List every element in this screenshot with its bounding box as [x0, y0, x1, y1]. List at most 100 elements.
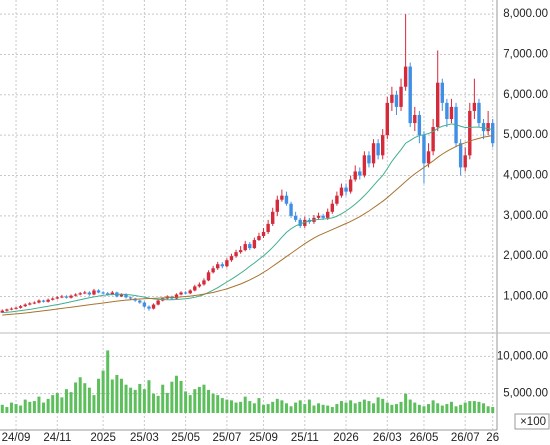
- volume-bar: [5, 407, 9, 413]
- candle-body: [174, 294, 179, 299]
- volume-bar: [42, 402, 46, 413]
- candle-body: [417, 114, 422, 136]
- volume-bar: [491, 407, 495, 413]
- volume-bar: [372, 403, 376, 413]
- volume-bar: [280, 400, 284, 413]
- volume-bar: [353, 403, 357, 413]
- x-tick-label: 25/09: [249, 432, 278, 444]
- candle-body: [289, 203, 293, 216]
- volume-bar: [225, 399, 229, 413]
- candle-body: [183, 292, 188, 294]
- candle-body: [64, 296, 69, 298]
- candle-body: [436, 82, 440, 128]
- candle-body: [275, 199, 279, 212]
- volume-bar: [472, 401, 476, 413]
- candle-body: [110, 292, 114, 295]
- volume-tick-label: 5,000.00: [503, 388, 548, 400]
- candle-body: [124, 294, 128, 298]
- volume-bar: [101, 370, 105, 413]
- volume-bar: [106, 350, 110, 413]
- candle-body: [101, 292, 105, 294]
- volume-bar: [349, 400, 353, 413]
- candle-body: [376, 143, 380, 156]
- volume-bar: [275, 398, 279, 413]
- volume-bar: [69, 392, 73, 413]
- volume-bar: [312, 405, 316, 413]
- volume-bar: [234, 402, 238, 413]
- volume-bar: [454, 406, 458, 413]
- volume-bar: [463, 402, 467, 413]
- y-tick-label: 7,000.00: [503, 48, 548, 60]
- candle-body: [257, 236, 261, 241]
- candle-body: [468, 110, 472, 156]
- volume-bar: [197, 386, 201, 413]
- candle-body: [303, 219, 307, 226]
- candle-body: [266, 223, 270, 232]
- candle-body: [234, 252, 238, 257]
- candle-body: [60, 296, 64, 298]
- candle-body: [390, 94, 394, 103]
- volume-bar: [147, 380, 151, 413]
- volume-bar: [266, 404, 270, 413]
- moving-average-line: [2, 123, 493, 314]
- candle-body: [344, 187, 348, 192]
- volume-bar: [243, 396, 247, 413]
- volume-bar: [188, 395, 192, 413]
- candle-body: [440, 82, 444, 103]
- volume-bar: [427, 404, 431, 413]
- volume-bar: [413, 402, 417, 413]
- volume-bar: [51, 395, 55, 413]
- volume-bar: [46, 398, 50, 413]
- volume-bar: [37, 396, 41, 413]
- y-tick-label: 5,000.00: [503, 129, 548, 141]
- candle-body: [486, 123, 490, 132]
- volume-bar: [119, 378, 123, 413]
- volume-bar: [298, 400, 302, 413]
- volume-bar: [216, 395, 220, 413]
- volume-bar: [335, 404, 339, 413]
- volume-bar: [404, 393, 408, 413]
- candle-body: [298, 219, 302, 226]
- candle-body: [481, 123, 486, 132]
- candle-body: [96, 290, 101, 293]
- candle-body: [41, 300, 46, 302]
- candle-body: [211, 268, 215, 273]
- volume-bar: [19, 405, 23, 413]
- volume-bar: [440, 405, 444, 413]
- y-tick-label: 4,000.00: [503, 170, 548, 182]
- candle-body: [445, 102, 449, 120]
- volume-bar: [486, 406, 490, 413]
- volume-bar: [124, 384, 128, 413]
- volume-bar: [193, 389, 197, 413]
- volume-bar: [468, 401, 472, 413]
- candle-body: [119, 294, 124, 297]
- x-tick-label: 2025: [90, 432, 116, 444]
- volume-bar: [142, 389, 146, 413]
- volume-bar: [367, 401, 371, 413]
- volume-bar: [477, 401, 481, 413]
- candle-body: [32, 302, 37, 304]
- volume-bar: [60, 397, 64, 413]
- volume-bar: [97, 378, 101, 413]
- volume-bar: [83, 383, 87, 413]
- candle-body: [284, 195, 289, 204]
- volume-bar: [362, 399, 366, 413]
- candle-body: [248, 244, 252, 249]
- volume-bar: [179, 380, 183, 413]
- x-tick-label: 25/05: [171, 432, 200, 444]
- volume-bar: [344, 402, 348, 413]
- x-tick-label: 25/11: [291, 432, 319, 444]
- candle-body: [0, 310, 4, 313]
- candle-body: [477, 102, 481, 124]
- volume-bar: [303, 404, 307, 413]
- candle-body: [23, 304, 27, 307]
- volume-bar: [248, 401, 252, 413]
- candle-body: [271, 211, 275, 224]
- candle-body: [156, 300, 160, 305]
- volume-bar: [78, 377, 82, 413]
- volume-bar: [220, 398, 224, 413]
- candle-body: [138, 300, 142, 303]
- x-tick-label: 24/09: [2, 432, 31, 444]
- volume-bar: [138, 383, 142, 413]
